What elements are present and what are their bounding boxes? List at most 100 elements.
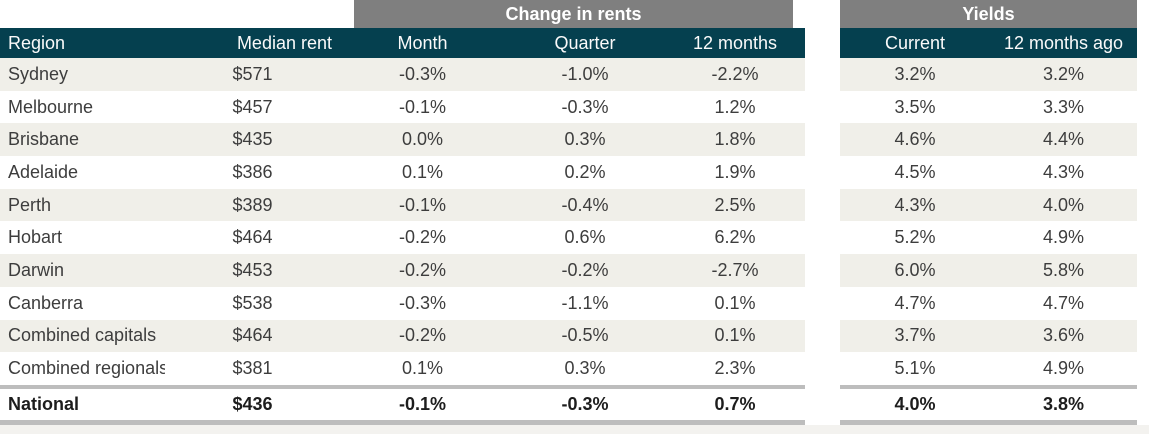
yields-table: Yields Current 12 months ago 3.2% 3.2% 3.5… bbox=[840, 0, 1137, 425]
cell-quarter: -0.2% bbox=[561, 259, 609, 280]
cell-current: 5.1% bbox=[894, 358, 936, 379]
cell-twelve-months-ago: 4.9% bbox=[1042, 227, 1085, 248]
table-row: 4.7% 4.7% bbox=[840, 286, 1137, 320]
cell-median-rent: $386 bbox=[232, 161, 273, 182]
cell-month: -0.2% bbox=[398, 227, 447, 248]
cell-current: 4.3% bbox=[894, 194, 936, 215]
cell-region: Perth bbox=[8, 194, 52, 215]
table-row: 3.2% 3.2% bbox=[840, 58, 1137, 91]
table-row: 3.5% 3.3% bbox=[840, 90, 1137, 124]
cell-region: Combined capitals bbox=[8, 325, 157, 346]
cell-region: Adelaide bbox=[8, 161, 79, 182]
cell-twelve-months-ago: 4.9% bbox=[1042, 358, 1085, 379]
cell-twelve-months: 0.1% bbox=[714, 292, 756, 313]
table-row: Adelaide $386 0.1% 0.2% 1.9% bbox=[0, 156, 805, 189]
cell-current: 6.0% bbox=[894, 259, 936, 280]
table-row: 5.1% 4.9% bbox=[840, 352, 1137, 385]
cell-current: 4.6% bbox=[894, 129, 936, 150]
cell-month: -0.3% bbox=[398, 292, 447, 313]
cell-median-rent: $436 bbox=[232, 393, 273, 414]
table-row: 3.7% 3.6% bbox=[840, 319, 1137, 353]
cell-median-rent: $464 bbox=[232, 227, 273, 248]
cell-quarter: 0.3% bbox=[564, 129, 606, 150]
cell-region: National bbox=[8, 393, 80, 414]
cell-month: -0.1% bbox=[398, 393, 447, 414]
cell-twelve-months: -2.7% bbox=[711, 259, 759, 280]
table-row: 4.6% 4.4% bbox=[840, 123, 1137, 157]
cell-twelve-months: 1.2% bbox=[714, 96, 756, 117]
cell-twelve-months: 0.1% bbox=[714, 325, 756, 346]
col-header-quarter: Quarter bbox=[554, 32, 616, 53]
cell-twelve-months-ago: 3.6% bbox=[1042, 325, 1085, 346]
cell-current: 5.2% bbox=[894, 227, 936, 248]
right-table-rows: 3.2% 3.2% 3.5% 3.3% 4.6% 4.4% 4.5% 4.3% 4.3% 4.0%… bbox=[840, 58, 1137, 385]
rents-column-headers: Region Median rent Month Quarter 12 mont… bbox=[0, 28, 805, 58]
cell-month: 0.1% bbox=[401, 358, 444, 379]
cell-current: 4.7% bbox=[894, 292, 936, 313]
cell-quarter: -0.4% bbox=[561, 194, 609, 215]
cell-median-rent: $457 bbox=[232, 96, 273, 117]
cell-median-rent: $453 bbox=[232, 259, 273, 280]
col-header-12-months: 12 months bbox=[692, 32, 778, 53]
table-row: Sydney $571 -0.3% -1.0% -2.2% bbox=[0, 58, 805, 91]
table-row: Combined capitals $464 -0.2% -0.5% 0.1% bbox=[0, 319, 805, 353]
cell-month: -0.2% bbox=[398, 259, 447, 280]
cell-region: Darwin bbox=[8, 259, 65, 280]
cell-month: -0.2% bbox=[398, 325, 447, 346]
cell-median-rent: $464 bbox=[232, 325, 273, 346]
cell-twelve-months-ago: 3.2% bbox=[1042, 63, 1085, 84]
table-row: Canberra $538 -0.3% -1.1% 0.1% bbox=[0, 286, 805, 320]
national-total-row-left: National $436 -0.1% -0.3% 0.7% bbox=[0, 384, 805, 425]
cell-current: 4.5% bbox=[894, 161, 936, 182]
cell-month: -0.3% bbox=[398, 63, 447, 84]
cell-quarter: -1.1% bbox=[561, 292, 609, 313]
cell-month: -0.1% bbox=[398, 194, 447, 215]
col-header-current: Current bbox=[884, 32, 946, 53]
table-row: Hobart $464 -0.2% 0.6% 6.2% bbox=[0, 221, 805, 255]
yields-group-header: Yields bbox=[840, 0, 1137, 28]
cell-quarter: 0.2% bbox=[564, 161, 606, 182]
cell-current: 4.0% bbox=[894, 393, 936, 414]
table-row: Melbourne $457 -0.1% -0.3% 1.2% bbox=[0, 90, 805, 124]
yields-band-row: Yields bbox=[840, 0, 1137, 28]
col-header-median-rent: Median rent bbox=[236, 32, 332, 53]
yields-column-headers: Current 12 months ago bbox=[840, 28, 1137, 58]
table-row: Combined regionals $381 0.1% 0.3% 2.3% bbox=[0, 352, 805, 385]
cell-region: Hobart bbox=[8, 227, 63, 248]
left-table-rows: Sydney $571 -0.3% -1.0% -2.2% Melbourne $457 -0… bbox=[0, 58, 805, 385]
cell-twelve-months-ago: 4.7% bbox=[1042, 292, 1085, 313]
cell-12-months-ago: 3.8% bbox=[1042, 393, 1085, 414]
cell-twelve-months: -2.2% bbox=[711, 63, 759, 84]
cell-quarter: 0.6% bbox=[564, 227, 606, 248]
col-header-12-months-ago: 12 months ago bbox=[1003, 32, 1124, 53]
cell-twelve-months-ago: 3.3% bbox=[1042, 96, 1085, 117]
cell-current: 3.5% bbox=[894, 96, 936, 117]
cell-median-rent: $389 bbox=[232, 194, 273, 215]
cell-twelve-months: 1.8% bbox=[714, 129, 756, 150]
cell-current: 3.2% bbox=[894, 63, 936, 84]
cell-current: 3.7% bbox=[894, 325, 936, 346]
cell-region: Melbourne bbox=[8, 96, 94, 117]
cell-month: 0.1% bbox=[401, 161, 444, 182]
cell-region: Canberra bbox=[8, 292, 84, 313]
cell-twelve-months: 2.5% bbox=[714, 194, 756, 215]
cell-12-months: 0.7% bbox=[714, 393, 756, 414]
cell-twelve-months: 2.3% bbox=[714, 358, 756, 379]
cell-quarter: -0.3% bbox=[561, 393, 609, 414]
cell-quarter: -1.0% bbox=[561, 63, 609, 84]
cell-quarter: 0.3% bbox=[564, 358, 606, 379]
national-total-row-right: 4.0% 3.8% bbox=[840, 384, 1137, 425]
table-row: 6.0% 5.8% bbox=[840, 254, 1137, 287]
cell-quarter: -0.5% bbox=[561, 325, 609, 346]
table-row: Brisbane $435 0.0% 0.3% 1.8% bbox=[0, 123, 805, 157]
cell-quarter: -0.3% bbox=[561, 96, 609, 117]
rents-table: Change in rents Region Median rent Month… bbox=[0, 0, 805, 425]
change-in-rents-label: Change in rents bbox=[505, 3, 642, 24]
col-header-region: Region bbox=[8, 32, 66, 53]
table-row: 4.5% 4.3% bbox=[840, 156, 1137, 189]
page-background-strip bbox=[0, 425, 1149, 434]
table-row: 4.3% 4.0% bbox=[840, 188, 1137, 222]
yields-label: Yields bbox=[962, 3, 1015, 24]
cell-twelve-months-ago: 4.3% bbox=[1042, 161, 1085, 182]
